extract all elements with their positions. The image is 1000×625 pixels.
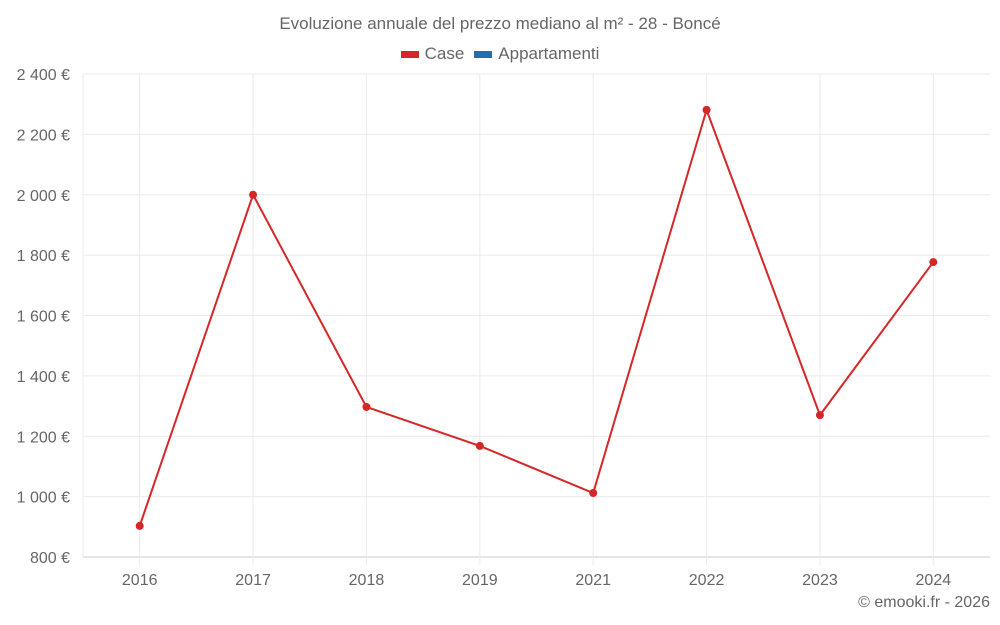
x-tick-label: 2016 [122,572,158,589]
data-point[interactable] [929,258,938,267]
y-tick-label: 1 800 € [17,248,70,265]
data-point[interactable] [362,402,371,411]
legend-label-case: Case [424,44,465,63]
appartamenti-swatch-icon [474,50,493,58]
legend: Case Appartamenti [0,44,1000,64]
case-swatch-icon [400,50,419,58]
y-tick-label: 1 600 € [17,309,70,326]
x-tick-label: 2021 [575,572,611,589]
data-point[interactable] [249,190,258,199]
legend-item-case[interactable]: Case [400,44,465,64]
x-tick-label: 2017 [235,572,271,589]
x-tick-label: 2022 [689,572,725,589]
data-point[interactable] [135,521,144,530]
legend-item-appartamenti[interactable]: Appartamenti [474,44,599,64]
y-tick-label: 1 200 € [17,429,70,446]
credit-text: © emooki.fr - 2026 [858,594,990,611]
y-tick-label: 2 200 € [17,127,70,144]
data-point[interactable] [815,411,824,420]
y-tick-label: 2 400 € [17,67,70,84]
y-tick-label: 800 € [30,550,70,567]
x-tick-label: 2023 [802,572,838,589]
legend-label-appartamenti: Appartamenti [498,44,600,63]
x-tick-label: 2018 [349,572,385,589]
x-tick-label: 2024 [916,572,952,589]
y-tick-label: 1 000 € [17,490,70,507]
x-tick-label: 2019 [462,572,498,589]
chart-title: Evoluzione annuale del prezzo mediano al… [279,14,721,33]
series-line-case [138,106,935,527]
y-tick-label: 2 000 € [17,188,70,205]
data-point[interactable] [589,489,598,498]
data-point[interactable] [475,441,484,450]
y-tick-label: 1 400 € [17,369,70,386]
data-point[interactable] [702,105,711,114]
